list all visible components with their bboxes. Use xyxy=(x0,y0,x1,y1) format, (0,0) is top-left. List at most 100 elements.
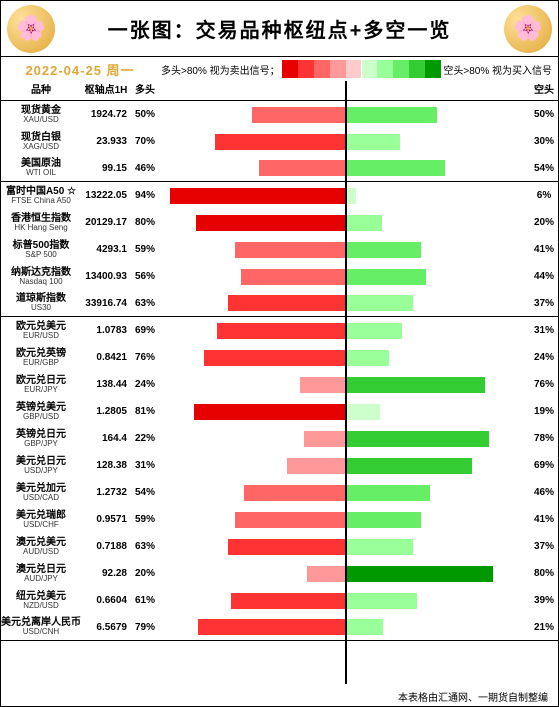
row-name: 现货黄金XAU/USD xyxy=(1,105,81,125)
row-short-pct: 69% xyxy=(530,460,558,471)
table-row: 现货黄金XAU/USD1924.7250%50% xyxy=(1,101,558,128)
long-bar xyxy=(235,242,344,258)
table-row: 标普500指数S&P 5004293.159%41% xyxy=(1,236,558,263)
row-pivot: 92.28 xyxy=(81,568,131,579)
table-row: 现货白银XAG/USD23.93370% 30% xyxy=(1,128,558,155)
row-short-pct: 24% xyxy=(530,352,558,363)
short-bar xyxy=(345,404,380,420)
legend-cell xyxy=(425,60,441,78)
short-bar xyxy=(345,566,493,582)
table-row: 美元兑离岸人民币USD/CNH6.567979%21% xyxy=(1,614,558,641)
row-long-pct: 61% xyxy=(131,595,159,606)
row-long-pct: 80% xyxy=(131,217,159,228)
row-name: 纳斯达克指数Nasdaq 100 xyxy=(1,267,81,287)
col-long: 多头 xyxy=(131,81,159,100)
row-pivot: 23.933 xyxy=(81,136,131,147)
row-short-pct: 41% xyxy=(530,514,558,525)
page-title: 一张图：交易品种枢纽点+多空一览 xyxy=(61,14,498,43)
row-pivot: 33916.74 xyxy=(81,298,131,309)
legend-green-scale xyxy=(362,60,442,78)
legend-left-text: 多头>80% 视为卖出信号； xyxy=(161,62,280,77)
row-pivot: 0.8421 xyxy=(81,352,131,363)
row-pivot: 0.6604 xyxy=(81,595,131,606)
table-row: 美元兑加元USD/CAD1.273254%46% xyxy=(1,479,558,506)
long-bar xyxy=(217,323,345,339)
table-row: 欧元兑日元EUR/JPY138.4424%76% xyxy=(1,371,558,398)
row-pivot: 1924.72 xyxy=(81,109,131,120)
row-name: 欧元兑美元EUR/USD xyxy=(1,321,81,341)
logo-right: 🌸 xyxy=(504,5,552,53)
row-short-pct: 31% xyxy=(530,325,558,336)
row-pivot: 0.7188 xyxy=(81,541,131,552)
row-long-pct: 50% xyxy=(131,109,159,120)
row-name: 香港恒生指数HK Hang Seng xyxy=(1,213,81,233)
sub-header: 2022-04-25 周一 多头>80% 视为卖出信号； 空头>80% 视为买入… xyxy=(1,57,558,81)
row-short-pct: 39% xyxy=(530,595,558,606)
row-short-pct: 80% xyxy=(530,568,558,579)
row-pivot: 4293.1 xyxy=(81,244,131,255)
row-short-pct: 21% xyxy=(530,622,558,633)
table-row: 欧元兑美元EUR/USD1.078369%31% xyxy=(1,317,558,344)
row-pivot: 6.5679 xyxy=(81,622,131,633)
short-bar xyxy=(345,512,421,528)
short-bar xyxy=(345,160,445,176)
row-name: 美国原油WTI OIL xyxy=(1,158,81,178)
long-bar xyxy=(304,431,345,447)
row-long-pct: 20% xyxy=(131,568,159,579)
long-bar xyxy=(198,619,345,635)
row-long-pct: 70% xyxy=(131,136,159,147)
row-long-pct: 59% xyxy=(131,514,159,525)
row-short-pct: 54% xyxy=(530,163,558,174)
legend-cell xyxy=(393,60,409,78)
long-bar xyxy=(259,160,344,176)
row-pivot: 1.0783 xyxy=(81,325,131,336)
row-short-pct: 20% xyxy=(530,217,558,228)
row-name: 现货白银XAG/USD xyxy=(1,132,81,152)
long-bar xyxy=(300,377,345,393)
row-short-pct: 78% xyxy=(530,433,558,444)
table-row: 富时中国A50 ☆FTSE China A5013222.0594%6% xyxy=(1,182,558,209)
row-long-pct: 79% xyxy=(131,622,159,633)
short-bar xyxy=(345,593,417,609)
row-long-pct: 63% xyxy=(131,541,159,552)
row-long-pct: 63% xyxy=(131,298,159,309)
legend-cell xyxy=(362,60,378,78)
row-name: 美元兑加元USD/CAD xyxy=(1,483,81,503)
row-long-pct: 56% xyxy=(131,271,159,282)
row-pivot: 20129.17 xyxy=(81,217,131,228)
legend: 多头>80% 视为卖出信号； 空头>80% 视为买入信号 xyxy=(159,58,554,80)
row-pivot: 13400.93 xyxy=(81,271,131,282)
short-bar xyxy=(345,350,390,366)
date-label: 2022-04-25 周一 xyxy=(1,60,159,79)
legend-cell xyxy=(298,60,314,78)
row-name: 美元兑瑞郎USD/CHF xyxy=(1,510,81,530)
row-short-pct: 30% xyxy=(530,136,558,147)
short-bar xyxy=(345,295,414,311)
long-bar xyxy=(235,512,344,528)
row-pivot: 99.15 xyxy=(81,163,131,174)
table-row: 美国原油WTI OIL99.1546% 54% xyxy=(1,155,558,182)
row-short-pct: 44% xyxy=(530,271,558,282)
long-bar xyxy=(228,295,345,311)
long-bar xyxy=(231,593,344,609)
row-name: 欧元兑日元EUR/JPY xyxy=(1,375,81,395)
row-long-pct: 22% xyxy=(131,433,159,444)
row-short-pct: 41% xyxy=(530,244,558,255)
short-bar xyxy=(345,431,490,447)
row-long-pct: 59% xyxy=(131,244,159,255)
short-bar xyxy=(345,458,473,474)
center-divider xyxy=(345,81,347,684)
short-bar xyxy=(345,269,427,285)
table-row: 纽元兑美元NZD/USD0.660461%39% xyxy=(1,587,558,614)
row-long-pct: 24% xyxy=(131,379,159,390)
row-pivot: 0.9571 xyxy=(81,514,131,525)
footer-text: 本表格由汇通网、一期货自制整编 xyxy=(398,689,548,704)
row-long-pct: 94% xyxy=(131,190,159,201)
row-name: 欧元兑英镑EUR/GBP xyxy=(1,348,81,368)
row-long-pct: 46% xyxy=(131,163,159,174)
table-row: 英镑兑日元GBP/JPY164.422%78% xyxy=(1,425,558,452)
header: 🌸 一张图：交易品种枢纽点+多空一览 🌸 xyxy=(1,1,558,57)
long-bar xyxy=(194,404,344,420)
row-long-pct: 76% xyxy=(131,352,159,363)
row-short-pct: 19% xyxy=(530,406,558,417)
